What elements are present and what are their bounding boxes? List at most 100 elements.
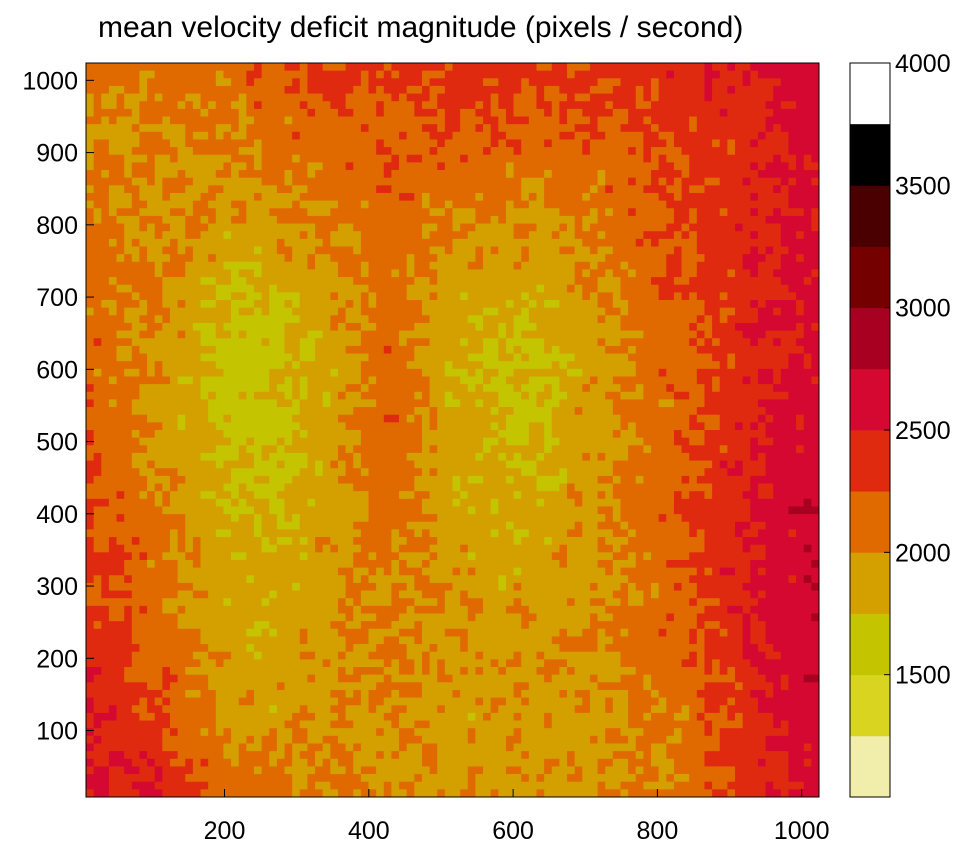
contour-cell (681, 284, 690, 293)
contour-cell (315, 292, 324, 301)
contour-cell (383, 445, 392, 454)
contour-cell (551, 261, 560, 270)
contour-cell (292, 200, 301, 209)
contour-cell (589, 63, 598, 72)
contour-cell (108, 445, 117, 454)
contour-cell (467, 246, 476, 255)
contour-cell (307, 338, 316, 347)
contour-cell (567, 162, 576, 171)
contour-cell (757, 231, 766, 240)
contour-cell (93, 292, 102, 301)
contour-cell (651, 208, 660, 217)
contour-cell (780, 85, 789, 94)
contour-cell (681, 384, 690, 393)
contour-cell (177, 269, 186, 278)
contour-cell (345, 192, 354, 202)
contour-cell (643, 192, 652, 202)
contour-cell (628, 399, 637, 408)
contour-cell (490, 101, 499, 110)
contour-cell (376, 231, 385, 240)
contour-cell (704, 170, 713, 179)
contour-cell (765, 284, 774, 293)
contour-cell (475, 85, 484, 94)
contour-cell (505, 261, 514, 270)
contour-cell (383, 376, 392, 385)
contour-cell (238, 108, 247, 117)
contour-cell (154, 307, 163, 316)
contour-cell (131, 407, 140, 416)
contour-cell (490, 63, 499, 72)
contour-cell (483, 322, 492, 332)
contour-cell (124, 399, 133, 408)
contour-cell (574, 208, 583, 217)
contour-cell (612, 162, 621, 171)
contour-cell (414, 101, 423, 110)
contour-cell (292, 223, 301, 232)
contour-cell (399, 223, 408, 232)
contour-cell (735, 215, 744, 224)
contour-cell (261, 254, 270, 263)
contour-cell (315, 108, 324, 117)
contour-cell (231, 192, 240, 202)
contour-cell (620, 70, 629, 79)
contour-cell (208, 215, 217, 224)
contour-cell (116, 208, 125, 217)
contour-cell (788, 101, 797, 110)
contour-cell (108, 345, 117, 354)
contour-cell (727, 170, 736, 179)
contour-cell (406, 414, 415, 423)
contour-cell (322, 284, 331, 293)
contour-cell (139, 445, 148, 454)
contour-cell (360, 185, 369, 194)
contour-cell (131, 445, 140, 454)
contour-cell (467, 101, 476, 110)
contour-cell (391, 231, 400, 240)
contour-cell (597, 430, 606, 439)
contour-cell (750, 215, 759, 224)
contour-cell (811, 162, 820, 171)
contour-cell (536, 116, 545, 125)
contour-cell (299, 315, 308, 324)
contour-cell (162, 108, 171, 117)
contour-cell (414, 200, 423, 209)
contour-cell (536, 131, 545, 140)
contour-cell (780, 414, 789, 423)
contour-cell (437, 407, 446, 416)
contour-cell (719, 353, 728, 362)
contour-cell (108, 361, 117, 370)
contour-cell (139, 200, 148, 209)
contour-cell (574, 147, 583, 156)
contour-cell (536, 445, 545, 454)
contour-cell (780, 345, 789, 354)
contour-cell (612, 368, 621, 377)
contour-cell (292, 269, 301, 278)
contour-cell (651, 292, 660, 301)
contour-cell (399, 345, 408, 354)
contour-cell (299, 338, 308, 347)
contour-cell (796, 192, 805, 202)
contour-cell (460, 215, 469, 224)
contour-cell (177, 101, 186, 110)
contour-cell (750, 131, 759, 140)
contour-cell (223, 108, 232, 117)
contour-cell (704, 338, 713, 347)
contour-cell (475, 154, 484, 163)
contour-cell (192, 345, 201, 354)
contour-cell (490, 384, 499, 393)
contour-cell (536, 215, 545, 224)
contour-cell (467, 430, 476, 439)
contour-cell (536, 391, 545, 400)
contour-cell (208, 246, 217, 255)
contour-cell (559, 307, 568, 316)
contour-cell (460, 139, 469, 148)
contour-cell (704, 430, 713, 439)
contour-cell (376, 78, 385, 87)
contour-cell (513, 131, 522, 140)
contour-cell (139, 238, 148, 247)
contour-cell (177, 63, 186, 72)
contour-cell (742, 437, 751, 446)
contour-cell (811, 70, 820, 79)
contour-cell (246, 223, 255, 232)
contour-cell (612, 78, 621, 87)
contour-cell (131, 368, 140, 377)
